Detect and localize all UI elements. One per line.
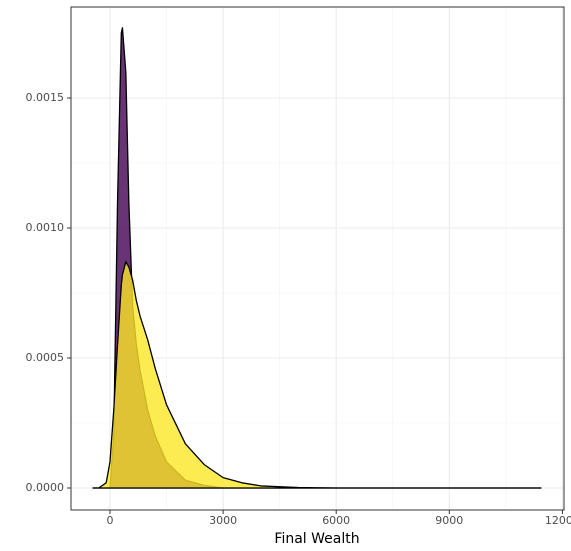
y-tick-label: 0.0005	[26, 351, 65, 364]
x-tick-label: 3000	[209, 514, 237, 527]
x-axis-title: Final Wealth	[274, 531, 359, 547]
y-tick-label: 0.0015	[26, 91, 65, 104]
x-tick-label: 6000	[322, 514, 350, 527]
x-tick-label: 0	[106, 514, 113, 527]
x-tick-label: 9000	[435, 514, 463, 527]
y-tick-label: 0.0000	[26, 481, 65, 494]
density-area	[92, 261, 542, 489]
y-tick-label: 0.0010	[26, 221, 65, 234]
panel-border	[70, 6, 565, 511]
